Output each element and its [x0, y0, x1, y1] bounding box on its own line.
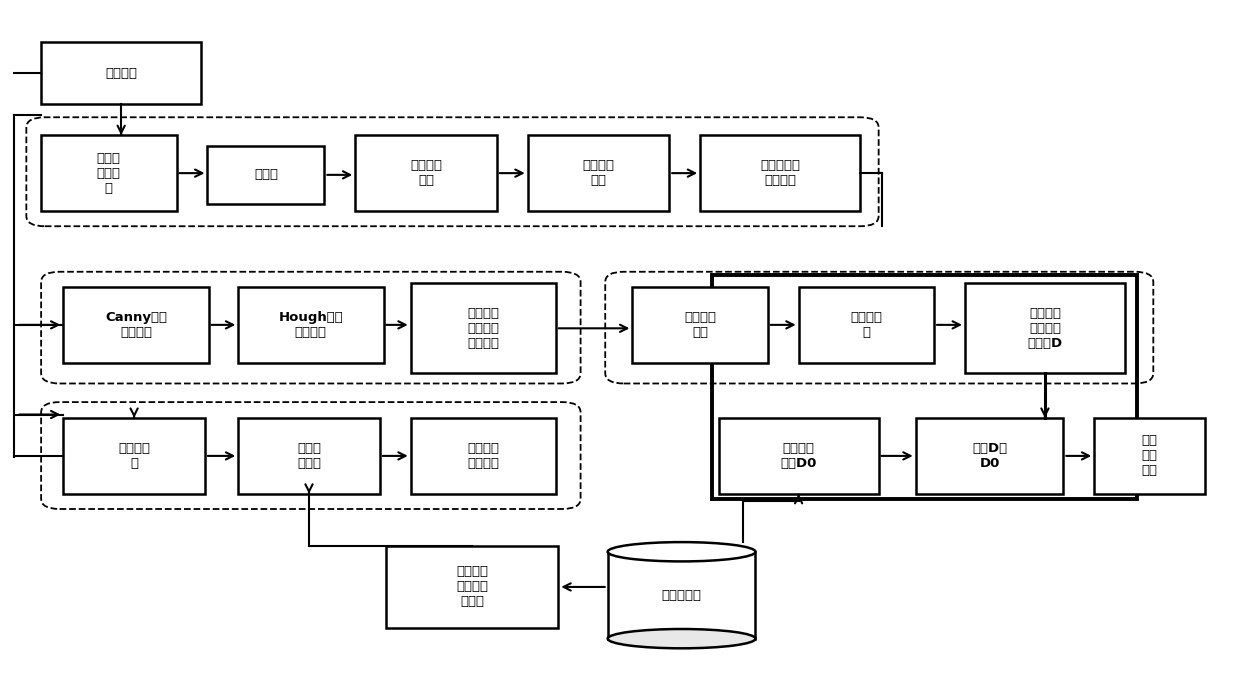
- Text: 获取标准
距离D0: 获取标准 距离D0: [780, 442, 817, 470]
- FancyBboxPatch shape: [632, 287, 768, 363]
- Text: 获得目标
图像: 获得目标 图像: [583, 159, 615, 187]
- Text: 获取车型
数据库货
车图像: 获取车型 数据库货 车图像: [456, 565, 489, 609]
- Text: Canny算法
获取边缘: Canny算法 获取边缘: [105, 311, 167, 339]
- FancyBboxPatch shape: [701, 135, 861, 211]
- Text: 确定轮胎
圆心和车
身像素点: 确定轮胎 圆心和车 身像素点: [467, 307, 500, 350]
- Text: 获得目标
货车车型: 获得目标 货车车型: [467, 442, 500, 470]
- Text: 比较D和
D0: 比较D和 D0: [972, 442, 1007, 470]
- Ellipse shape: [608, 542, 755, 561]
- Ellipse shape: [608, 629, 755, 648]
- FancyBboxPatch shape: [799, 287, 934, 363]
- Text: 选取参照
物: 选取参照 物: [851, 311, 883, 339]
- Text: 视频获
取关键
帧: 视频获 取关键 帧: [97, 151, 120, 195]
- Text: 像素差值
转换成实
际距离D: 像素差值 转换成实 际距离D: [1028, 307, 1063, 350]
- FancyBboxPatch shape: [238, 418, 379, 493]
- FancyBboxPatch shape: [410, 418, 556, 493]
- FancyBboxPatch shape: [608, 551, 755, 639]
- FancyBboxPatch shape: [386, 546, 558, 628]
- FancyBboxPatch shape: [207, 146, 325, 205]
- Text: 建立背景
模型: 建立背景 模型: [410, 159, 441, 187]
- Text: Hough变化
细化边缘: Hough变化 细化边缘: [279, 311, 343, 339]
- FancyBboxPatch shape: [63, 418, 205, 493]
- Text: 输出
超载
判断: 输出 超载 判断: [1142, 434, 1158, 477]
- FancyBboxPatch shape: [355, 135, 497, 211]
- FancyBboxPatch shape: [41, 135, 176, 211]
- FancyBboxPatch shape: [41, 42, 201, 104]
- FancyBboxPatch shape: [238, 287, 383, 363]
- FancyBboxPatch shape: [718, 418, 879, 493]
- Text: 获取相机
参数: 获取相机 参数: [684, 311, 715, 339]
- Text: 二值化处
理: 二值化处 理: [118, 442, 150, 470]
- FancyBboxPatch shape: [1094, 418, 1205, 493]
- Text: 车型数据库: 车型数据库: [662, 588, 702, 602]
- Text: 计算边
缘差值: 计算边 缘差值: [298, 442, 321, 470]
- FancyBboxPatch shape: [63, 287, 208, 363]
- Text: 视频文件: 视频文件: [105, 66, 138, 80]
- FancyBboxPatch shape: [965, 283, 1125, 373]
- FancyBboxPatch shape: [915, 418, 1064, 493]
- FancyBboxPatch shape: [410, 283, 556, 373]
- Text: 图像滤波、
连通处理: 图像滤波、 连通处理: [760, 159, 800, 187]
- Text: 灰度化: 灰度化: [254, 168, 278, 181]
- FancyBboxPatch shape: [528, 135, 670, 211]
